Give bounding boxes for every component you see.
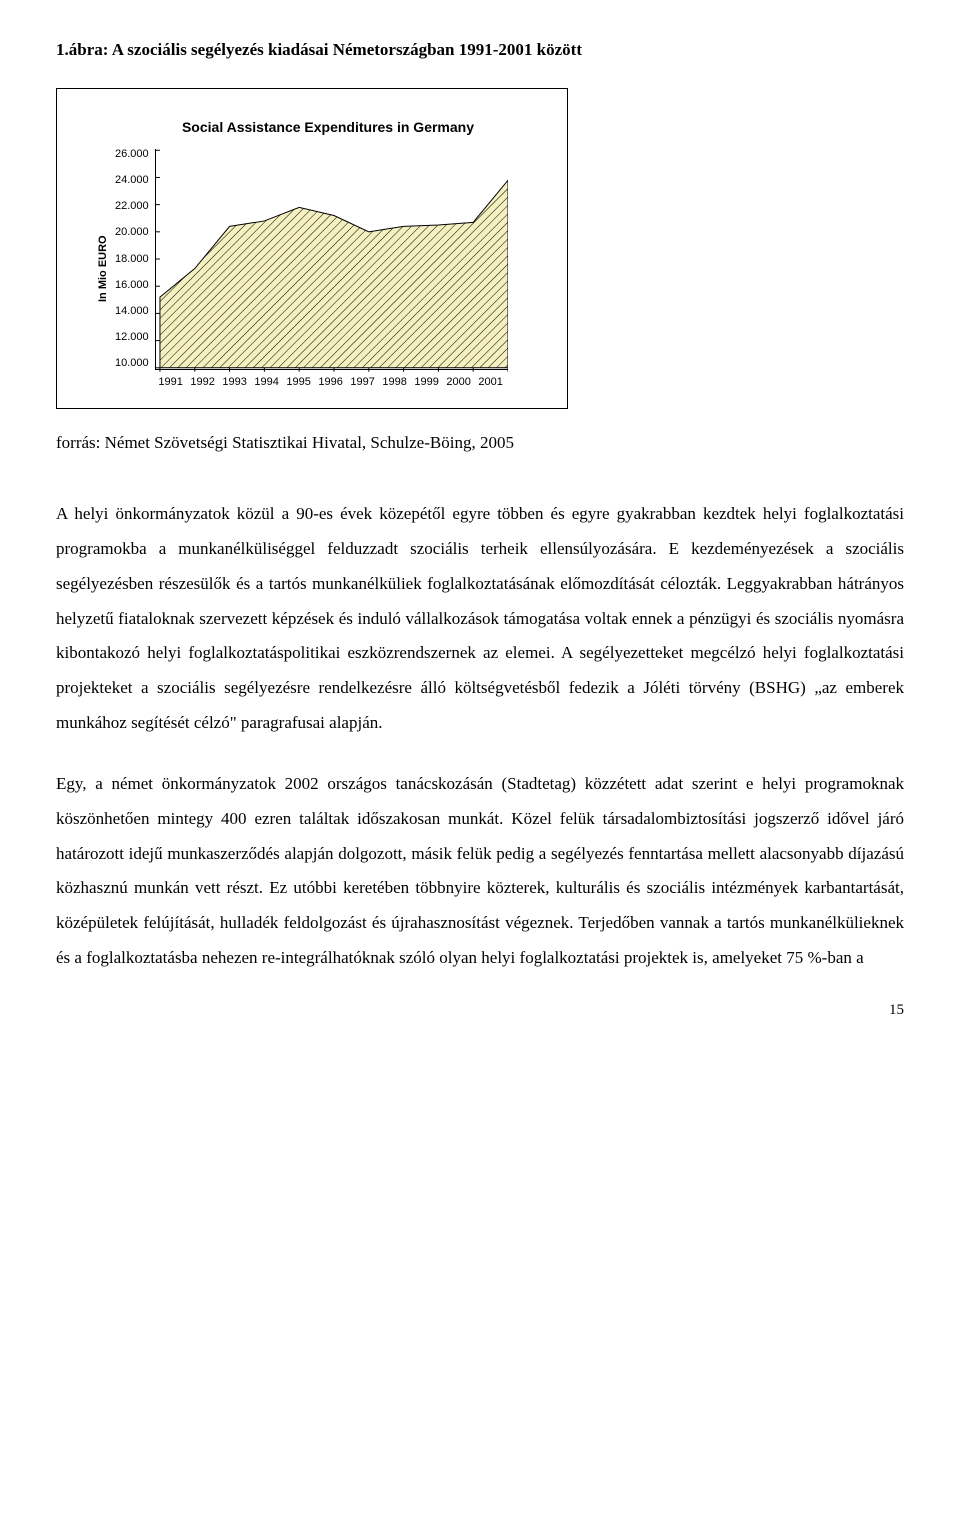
x-tick-label: 1992 [187,376,219,388]
chart-container: Social Assistance Expenditures in German… [56,88,568,409]
x-tick-label: 1994 [251,376,283,388]
chart-source: forrás: Német Szövetségi Statisztikai Hi… [56,433,904,453]
y-tick-label: 18.000 [115,254,149,265]
y-tick-label: 10.000 [115,358,149,369]
figure-caption: 1.ábra: A szociális segélyezés kiadásai … [56,40,904,60]
y-tick-label: 16.000 [115,280,149,291]
x-tick-label: 1995 [283,376,315,388]
chart-plot-area [155,149,508,370]
x-tick-label: 1993 [219,376,251,388]
x-tick-label: 1991 [155,376,187,388]
y-tick-label: 12.000 [115,332,149,343]
x-tick-label: 1999 [411,376,443,388]
body-text: A helyi önkormányzatok közül a 90-es éve… [56,497,904,976]
x-tick-label: 1997 [347,376,379,388]
x-axis-ticks: 1991199219931994199519961997199819992000… [155,376,507,388]
chart-title: Social Assistance Expenditures in German… [119,119,537,135]
page-number: 15 [56,1002,904,1019]
x-tick-label: 2001 [475,376,507,388]
x-tick-label: 2000 [443,376,475,388]
y-axis-label: In Mio EURO [97,149,109,388]
y-tick-label: 20.000 [115,227,149,238]
paragraph: Egy, a német önkormányzatok 2002 országo… [56,767,904,976]
x-tick-label: 1998 [379,376,411,388]
y-tick-label: 22.000 [115,201,149,212]
y-axis-ticks: 26.000 24.000 22.000 20.000 18.000 16.000 14.0… [115,149,149,369]
y-tick-label: 24.000 [115,175,149,186]
paragraph: A helyi önkormányzatok közül a 90-es éve… [56,497,904,741]
y-tick-label: 14.000 [115,306,149,317]
x-tick-label: 1996 [315,376,347,388]
y-tick-label: 26.000 [115,149,149,160]
